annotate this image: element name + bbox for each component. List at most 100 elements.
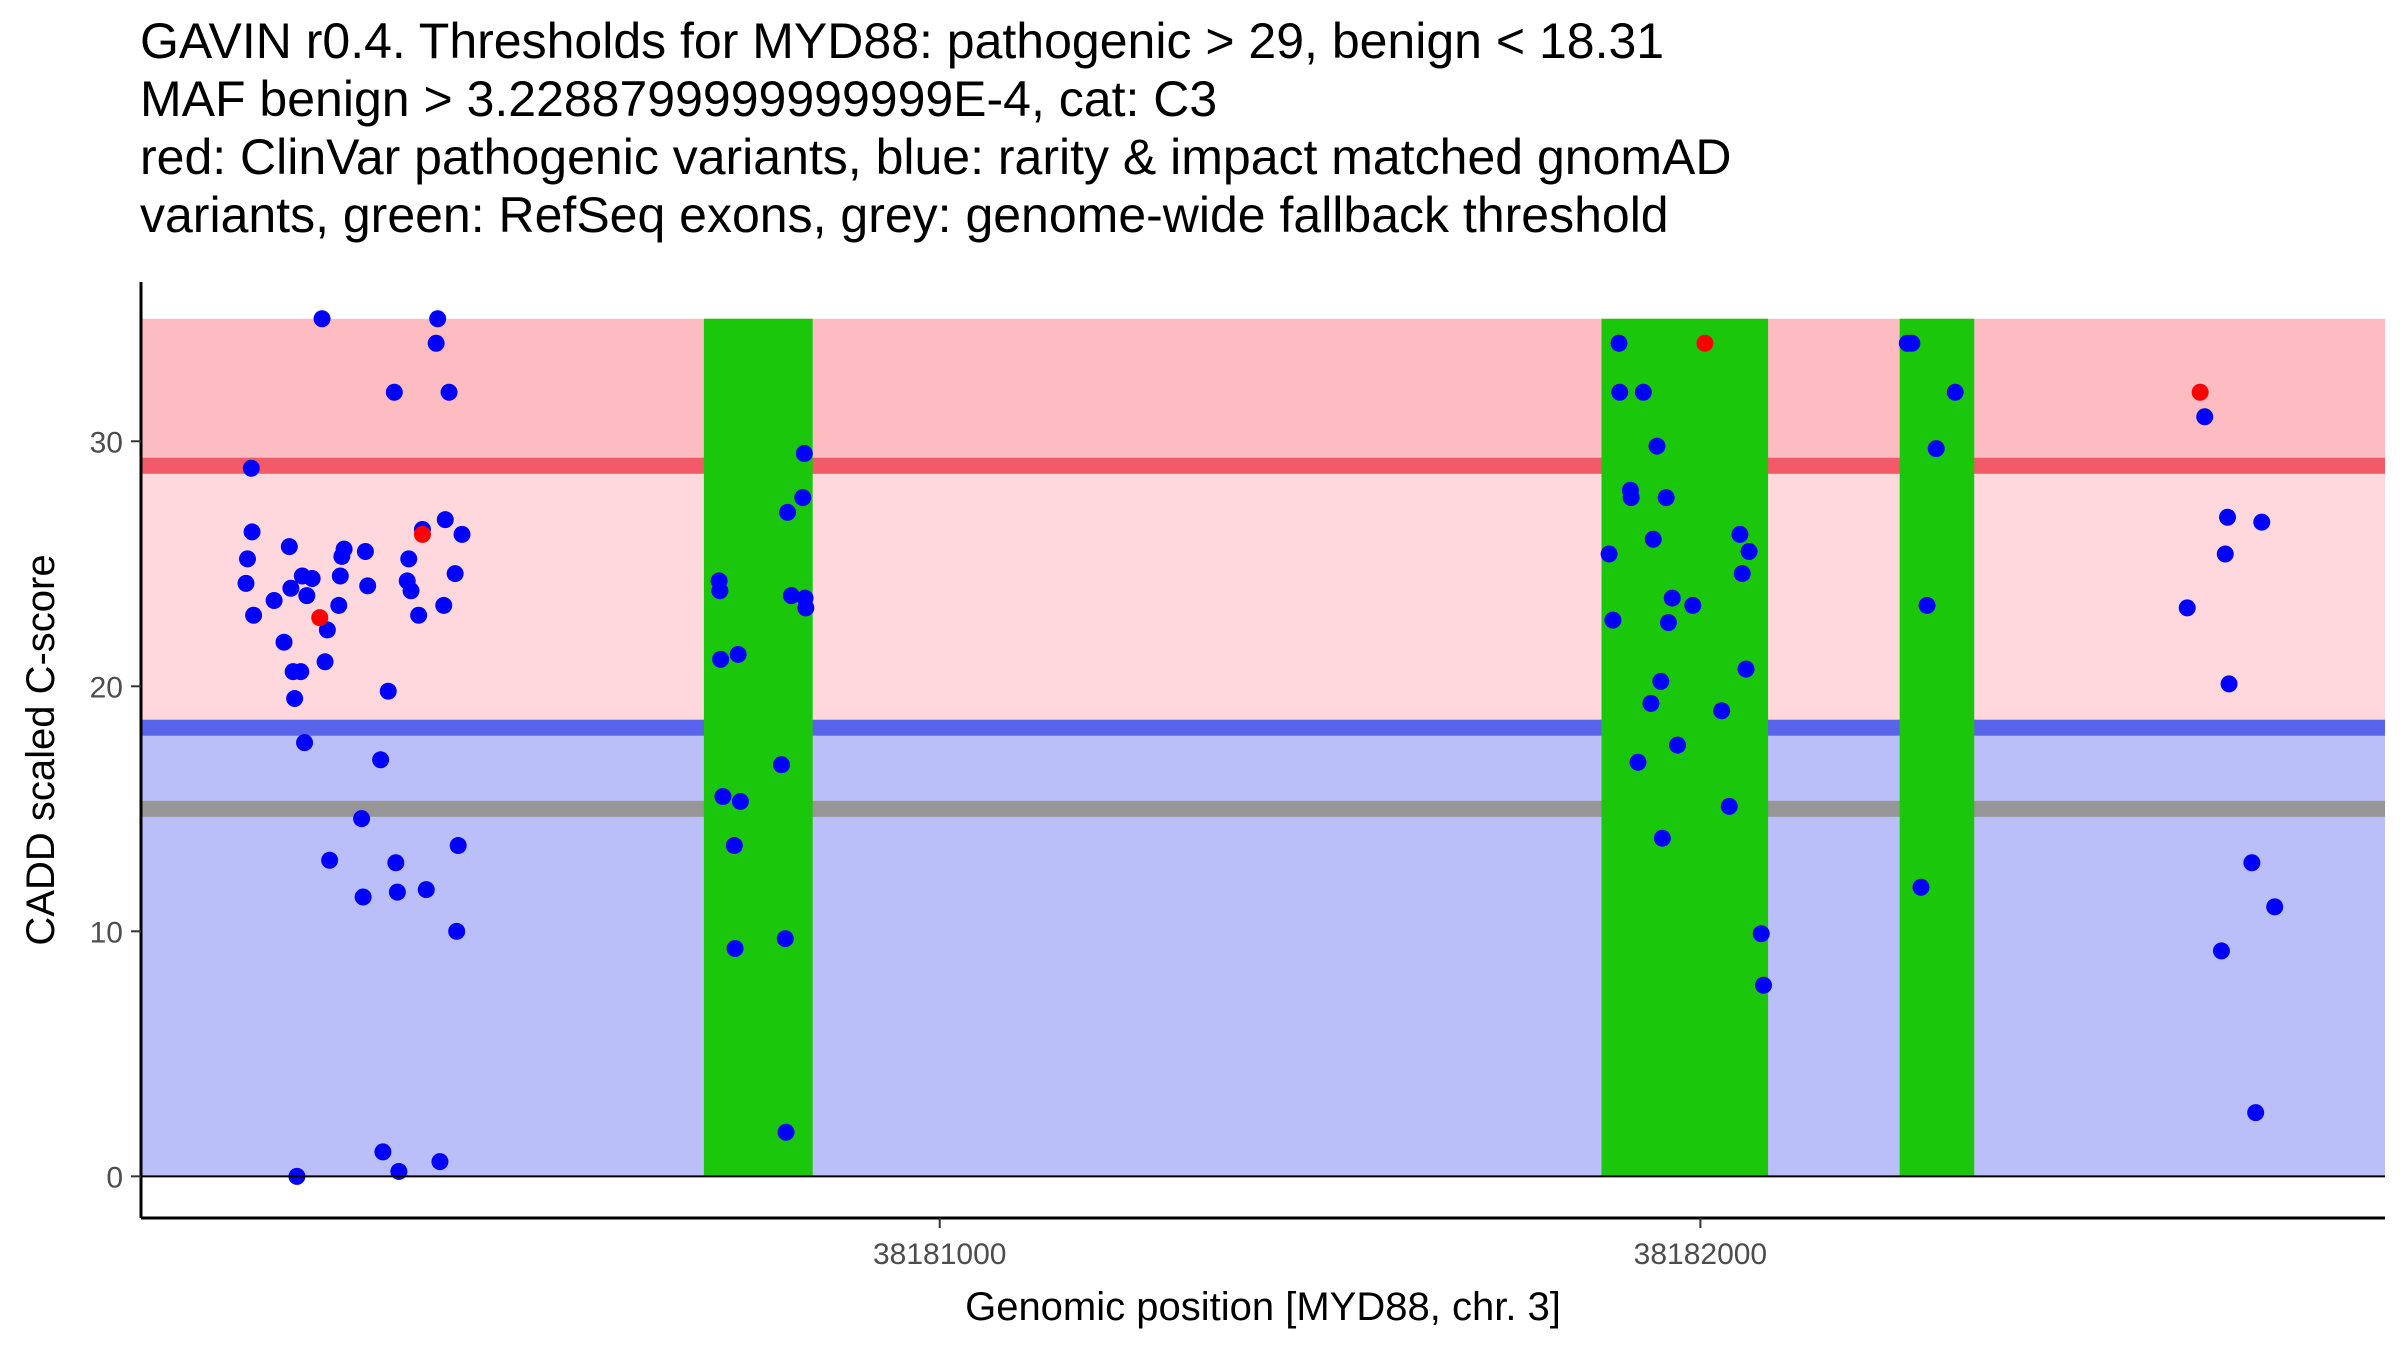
gnomad-point-73 <box>1611 383 1629 401</box>
gnomad-point-1 <box>237 574 255 592</box>
gnomad-point-95 <box>1755 976 1773 994</box>
gnomad-point-16 <box>298 587 316 605</box>
gnomad-point-34 <box>387 854 405 872</box>
gnomad-point-106 <box>2219 508 2237 526</box>
gnomad-point-100 <box>1927 440 1945 458</box>
gnomad-point-87 <box>1684 596 1702 614</box>
gnomad-point-7 <box>275 633 293 651</box>
threshold-bands <box>141 318 2385 1177</box>
gnomad-point-109 <box>2247 1104 2265 1122</box>
y-tick-label: 30 <box>90 426 123 459</box>
exon-3 <box>1899 318 1975 1177</box>
gnomad-point-11 <box>286 690 304 708</box>
axes: 0 10 20 30 38181000 38182000 <box>90 282 2385 1271</box>
x-axis-title: Genomic position [MYD88, chr. 3] <box>965 1285 1561 1329</box>
pathogenic-threshold-line <box>141 457 2385 474</box>
clinvar-point-4 <box>2191 383 2209 401</box>
gnomad-point-107 <box>2220 675 2238 693</box>
title-line-2: MAF benign > 3.2288799999999999E-4, cat:… <box>140 71 1218 127</box>
gnomad-point-54 <box>711 582 729 600</box>
y-tick-label: 20 <box>90 671 123 704</box>
gnomad-point-52 <box>453 525 471 543</box>
gnomad-point-90 <box>1731 525 1749 543</box>
gnomad-point-13 <box>292 663 310 681</box>
gnomad-point-19 <box>316 653 334 671</box>
gnomad-point-91 <box>1733 565 1751 583</box>
gnomad-point-55 <box>712 650 730 668</box>
gnomad-point-103 <box>2196 408 2214 426</box>
gnomad-point-8 <box>280 538 298 556</box>
y-axis-title: CADD scaled C-score <box>19 554 63 945</box>
gnomad-point-93 <box>1740 543 1758 561</box>
gnomad-point-84 <box>1659 614 1677 632</box>
gnomad-point-105 <box>2216 545 2234 563</box>
gnomad-point-63 <box>777 1123 795 1141</box>
gnomad-point-62 <box>776 930 794 948</box>
gnomad-point-36 <box>390 1162 408 1180</box>
gnomad-point-18 <box>313 310 331 328</box>
gnomad-point-38 <box>400 550 418 568</box>
title-line-4: variants, green: RefSeq exons, grey: gen… <box>140 187 1669 243</box>
clinvar-point-1 <box>311 609 329 627</box>
gnomad-point-40 <box>410 606 428 624</box>
gnomad-point-110 <box>2253 513 2271 531</box>
gnomad-point-104 <box>2212 942 2230 960</box>
title-line-1: GAVIN r0.4. Thresholds for MYD88: pathog… <box>140 13 1665 69</box>
gnomad-point-72 <box>1610 334 1628 352</box>
gnomad-point-99 <box>1918 596 1936 614</box>
gnomad-point-97 <box>1903 334 1921 352</box>
gnomad-point-94 <box>1752 925 1770 943</box>
exon-1 <box>703 318 813 1177</box>
gnomad-point-45 <box>431 1153 449 1171</box>
gnomad-point-82 <box>1653 829 1671 847</box>
y-tick-label: 0 <box>106 1161 123 1194</box>
gnomad-point-76 <box>1629 753 1647 771</box>
title-line-3: red: ClinVar pathogenic variants, blue: … <box>140 129 1732 185</box>
gnomad-point-39 <box>402 582 420 600</box>
gnomad-point-66 <box>794 489 812 507</box>
gnomad-point-47 <box>436 511 454 529</box>
gnomad-point-71 <box>1604 611 1622 629</box>
gnomad-point-44 <box>429 310 447 328</box>
gnomad-point-98 <box>1912 878 1930 896</box>
gnomad-point-9 <box>282 579 300 597</box>
gnomad-point-46 <box>435 596 453 614</box>
gnomad-point-102 <box>2178 599 2196 617</box>
gnomad-point-89 <box>1720 797 1738 815</box>
variant-points <box>237 310 2284 1185</box>
gnomad-point-79 <box>1644 530 1662 548</box>
gnomad-point-88 <box>1713 702 1731 720</box>
gnomad-point-75 <box>1622 489 1640 507</box>
gnomad-point-86 <box>1669 736 1687 754</box>
gnomad-point-42 <box>417 881 435 899</box>
gnomad-point-108 <box>2243 854 2261 872</box>
gnomad-point-56 <box>714 788 732 806</box>
gnomad-point-65 <box>782 587 800 605</box>
gnomad-point-6 <box>265 592 283 610</box>
gnomad-point-17 <box>303 569 321 587</box>
x-tick-label: 38182000 <box>1634 1238 1767 1271</box>
gnomad-point-58 <box>726 939 744 957</box>
gnomad-point-81 <box>1652 672 1670 690</box>
threshold-lines <box>141 457 2385 817</box>
gnomad-point-111 <box>2266 898 2284 916</box>
gnomad-point-67 <box>795 445 813 463</box>
gnomad-point-59 <box>729 645 747 663</box>
benign-region <box>141 727 2385 1177</box>
gnomad-point-69 <box>797 599 815 617</box>
gnomad-point-48 <box>440 383 458 401</box>
clinvar-point-2 <box>413 525 431 543</box>
gnomad-point-101 <box>1946 383 1964 401</box>
x-tick-label: 38181000 <box>873 1238 1006 1271</box>
gnomad-point-5 <box>245 606 263 624</box>
gnomad-point-60 <box>731 792 749 810</box>
gnomad-point-49 <box>446 565 464 583</box>
gnomad-point-80 <box>1648 437 1666 455</box>
fallback-threshold-line <box>141 800 2385 817</box>
gnomad-point-21 <box>321 851 339 869</box>
gnomad-point-70 <box>1600 545 1618 563</box>
gnomad-point-77 <box>1634 383 1652 401</box>
gnomad-point-83 <box>1657 489 1675 507</box>
gnomad-point-27 <box>354 888 372 906</box>
